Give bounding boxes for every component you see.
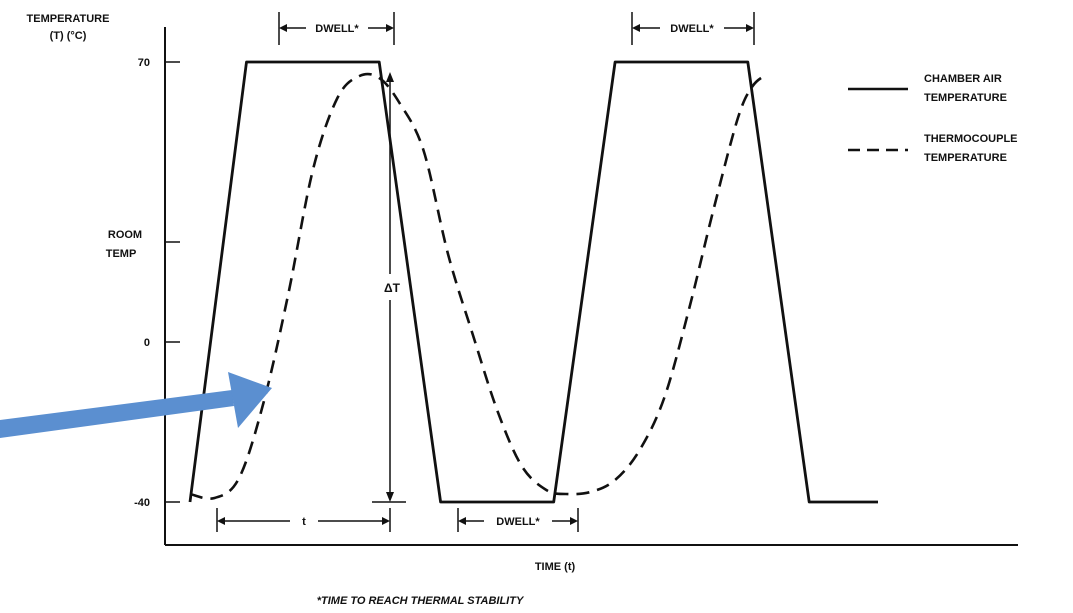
pointer-arrow: [0, 372, 272, 438]
y-tick-label-0: 70: [138, 57, 150, 69]
y-tick-label-1: ROOM: [108, 229, 142, 241]
dwell-label-1: DWELL*: [315, 23, 359, 35]
dwell-label-2: DWELL*: [670, 23, 714, 35]
legend-label-2b: TEMPERATURE: [924, 152, 1007, 164]
series-chamber-air-line: [188, 60, 878, 504]
t-label: t: [302, 516, 306, 528]
series-thermocouple-line: [189, 72, 769, 500]
legend-label-2a: THERMOCOUPLE: [924, 133, 1018, 145]
footnote: *TIME TO REACH THERMAL STABILITY: [317, 595, 525, 607]
t-annotation: t: [216, 508, 391, 532]
delta-t-annotation: ΔT: [372, 72, 406, 503]
dwell-annotation-1: DWELL*: [278, 12, 395, 45]
annotations: DWELL* DWELL* DWELL*: [216, 12, 755, 532]
y-tick-label-2: 0: [144, 337, 150, 349]
legend-label-1a: CHAMBER AIR: [924, 73, 1002, 85]
dwell-annotation-2: DWELL*: [631, 12, 755, 45]
y-ticks: 70 ROOM TEMP 0 -40: [106, 57, 180, 509]
dwell-annotation-3: DWELL*: [457, 508, 579, 532]
legend-label-1b: TEMPERATURE: [924, 92, 1007, 104]
y-tick-label-1-line2: TEMP: [106, 248, 137, 260]
legend: CHAMBER AIR TEMPERATURE THERMOCOUPLE TEM…: [848, 73, 1018, 164]
series-layer: [188, 60, 878, 504]
x-axis-title: TIME (t): [535, 561, 576, 573]
delta-t-label: ΔT: [384, 281, 401, 295]
y-axis-title-line1: TEMPERATURE: [27, 13, 110, 25]
arrow-head: [228, 372, 272, 428]
arrow-shaft: [0, 390, 234, 438]
dwell-label-3: DWELL*: [496, 516, 540, 528]
y-axis-title-line2: (T) (°C): [50, 30, 87, 42]
y-tick-label-3: -40: [134, 497, 150, 509]
